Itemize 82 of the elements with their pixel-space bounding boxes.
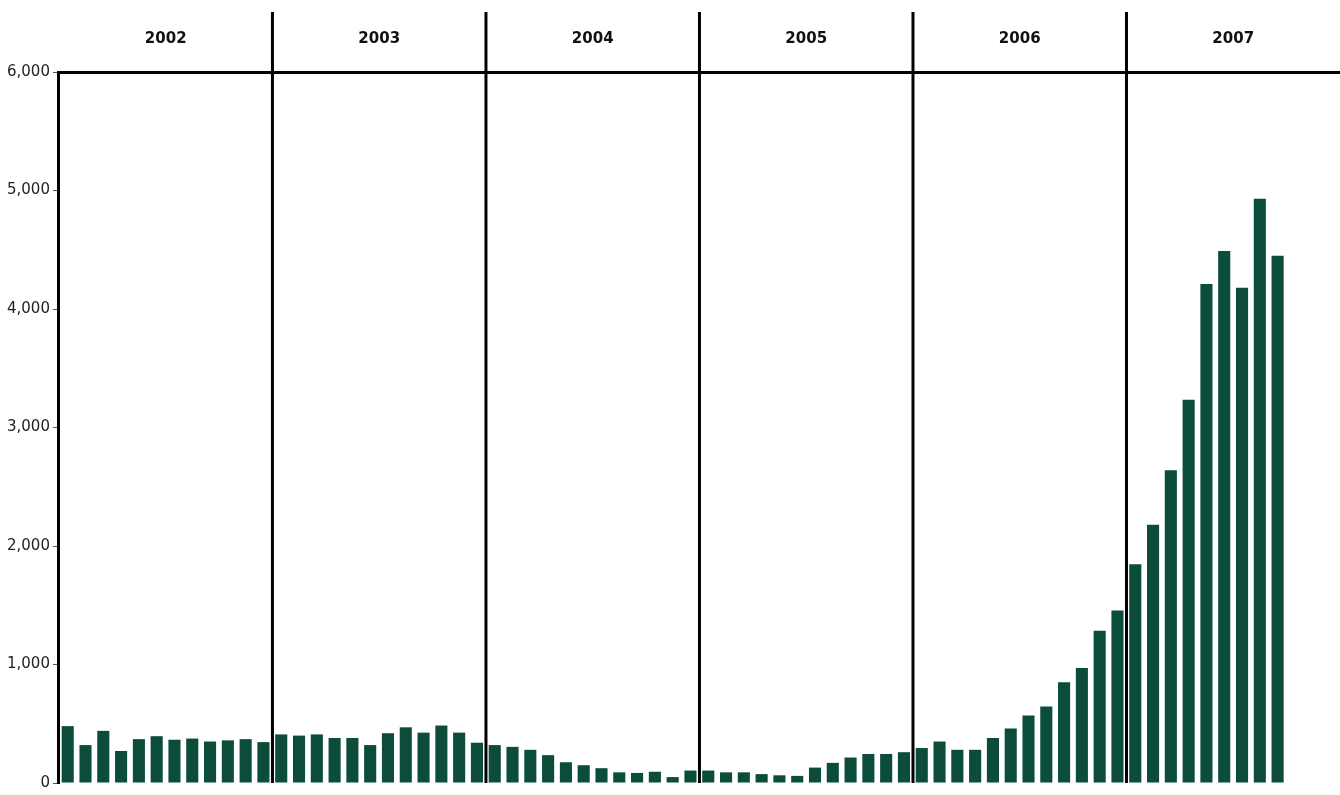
bar [933,741,946,783]
bar [1093,630,1106,783]
bar [150,736,163,783]
bar [808,767,822,783]
bar [773,775,786,783]
bar [346,737,359,783]
bar [862,753,875,783]
bar [915,748,928,783]
bar [648,771,661,783]
bar [221,740,234,783]
bar [488,745,501,783]
bar [275,734,288,783]
bar [969,749,982,783]
bar [595,768,608,783]
bar [577,765,590,783]
bar [684,770,697,783]
bar [61,726,74,783]
y-tick-label: 5,000 [6,180,50,199]
bar [880,753,893,783]
bar [453,732,466,783]
bar [115,751,128,783]
bar [506,746,519,783]
bar [791,775,804,783]
bar [97,730,110,783]
bar [1200,284,1213,783]
bar [613,772,626,783]
bar [328,737,341,783]
bar [381,733,395,783]
bar [239,739,252,783]
bar [1147,524,1160,783]
y-tick-label: 2,000 [6,535,50,554]
bar [951,749,964,783]
bar [310,734,323,783]
y-tick-label: 4,000 [6,298,50,317]
bar [204,741,217,783]
bar [186,738,199,783]
bar [897,752,911,783]
y-tick-label: 0 [40,772,50,791]
bar [631,772,644,783]
bar [737,772,750,783]
bar [1218,250,1231,783]
bar [1182,399,1195,783]
bar [1004,728,1017,783]
bar [417,732,430,783]
x-tick-label: 2003 [358,28,401,47]
bar [1058,682,1071,783]
bar [702,770,715,783]
bar [399,727,412,783]
bar [1253,198,1266,783]
bar [542,755,555,783]
bar [719,772,733,783]
bar [524,749,537,783]
y-tick-label: 3,000 [6,417,50,436]
bar [1129,564,1142,783]
x-tick-label: 2005 [785,28,828,47]
bar [435,725,448,783]
x-tick-label: 2002 [144,28,187,47]
bar [1022,715,1035,783]
x-tick-label: 2006 [998,28,1041,47]
x-tick-label: 2004 [571,28,614,47]
bar [844,757,857,783]
x-tick-label: 2007 [1212,28,1255,47]
bar [79,745,92,783]
bar [666,777,679,783]
bar [257,742,270,783]
bar [1164,470,1177,783]
bar [292,735,306,783]
bar [559,762,572,783]
bar [1111,610,1124,783]
bar [1040,706,1053,783]
bar [755,774,768,783]
bar [132,739,145,783]
bar [1235,287,1249,783]
bar [168,739,181,783]
y-tick-label: 6,000 [6,61,50,80]
bar [986,737,999,783]
bar [1271,255,1284,783]
bar [1075,668,1088,783]
bar [826,762,839,783]
y-tick-label: 1,000 [6,654,50,673]
bar [470,742,483,783]
bar [364,745,377,783]
